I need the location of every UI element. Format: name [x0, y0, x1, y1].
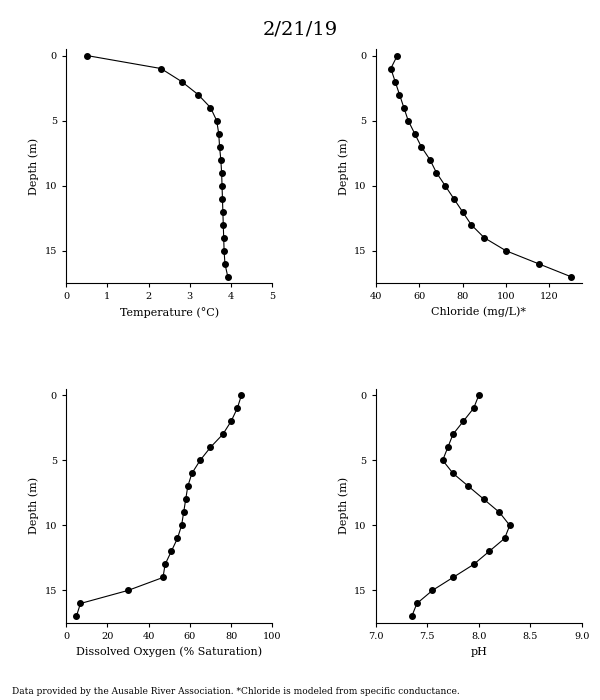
Y-axis label: Depth (m): Depth (m): [338, 477, 349, 534]
X-axis label: Temperature (°C): Temperature (°C): [119, 307, 219, 318]
Y-axis label: Depth (m): Depth (m): [28, 138, 39, 195]
Text: 2/21/19: 2/21/19: [262, 21, 338, 39]
Y-axis label: Depth (m): Depth (m): [338, 138, 349, 195]
X-axis label: Chloride (mg/L)*: Chloride (mg/L)*: [431, 307, 526, 317]
X-axis label: pH: pH: [470, 647, 487, 657]
X-axis label: Dissolved Oxygen (% Saturation): Dissolved Oxygen (% Saturation): [76, 647, 262, 657]
Y-axis label: Depth (m): Depth (m): [28, 477, 39, 534]
Text: Data provided by the Ausable River Association. *Chloride is modeled from specif: Data provided by the Ausable River Assoc…: [12, 687, 460, 696]
